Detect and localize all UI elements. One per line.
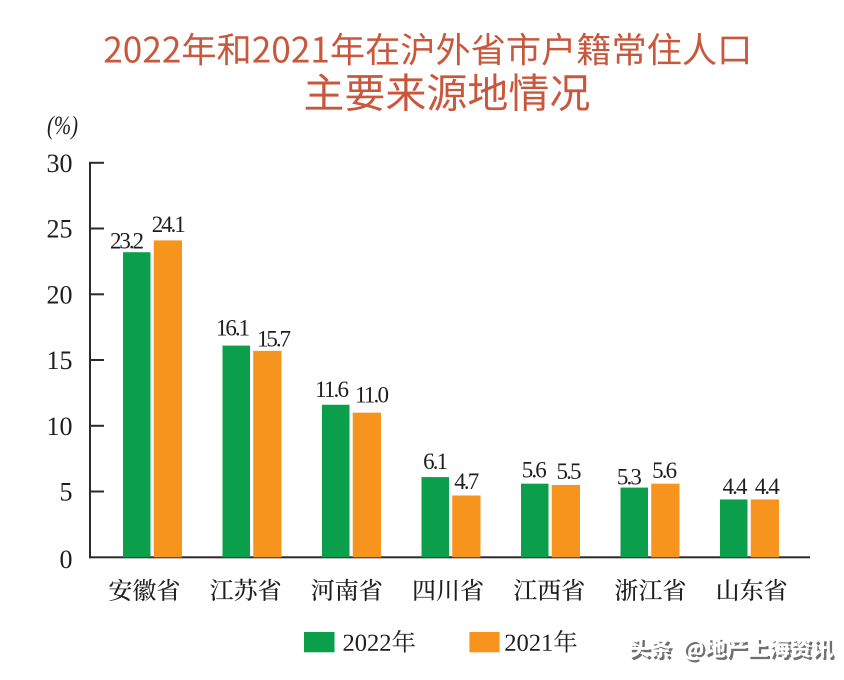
svg-text:24.1: 24.1 bbox=[152, 212, 186, 237]
svg-text:25: 25 bbox=[47, 215, 73, 244]
svg-text:11.6: 11.6 bbox=[315, 377, 349, 402]
svg-text:5.6: 5.6 bbox=[522, 458, 547, 483]
svg-text:5.3: 5.3 bbox=[617, 465, 642, 490]
svg-text:0: 0 bbox=[60, 545, 73, 574]
svg-text:(%): (%) bbox=[47, 111, 78, 140]
svg-text:4.7: 4.7 bbox=[454, 469, 479, 494]
svg-text:5: 5 bbox=[60, 478, 73, 507]
svg-text:10: 10 bbox=[47, 412, 73, 441]
svg-text:15: 15 bbox=[47, 346, 73, 375]
svg-text:16.1: 16.1 bbox=[216, 316, 250, 341]
svg-text:30: 30 bbox=[47, 149, 73, 178]
svg-text:5.6: 5.6 bbox=[652, 458, 677, 483]
svg-text:20: 20 bbox=[47, 280, 73, 309]
svg-text:6.1: 6.1 bbox=[423, 449, 448, 474]
svg-text:4.4: 4.4 bbox=[755, 474, 781, 499]
svg-text:23.2: 23.2 bbox=[110, 229, 144, 254]
svg-text:15.7: 15.7 bbox=[257, 327, 291, 352]
svg-text:5.5: 5.5 bbox=[557, 459, 582, 484]
svg-text:4.4: 4.4 bbox=[723, 474, 749, 499]
svg-text:11.0: 11.0 bbox=[355, 383, 389, 408]
